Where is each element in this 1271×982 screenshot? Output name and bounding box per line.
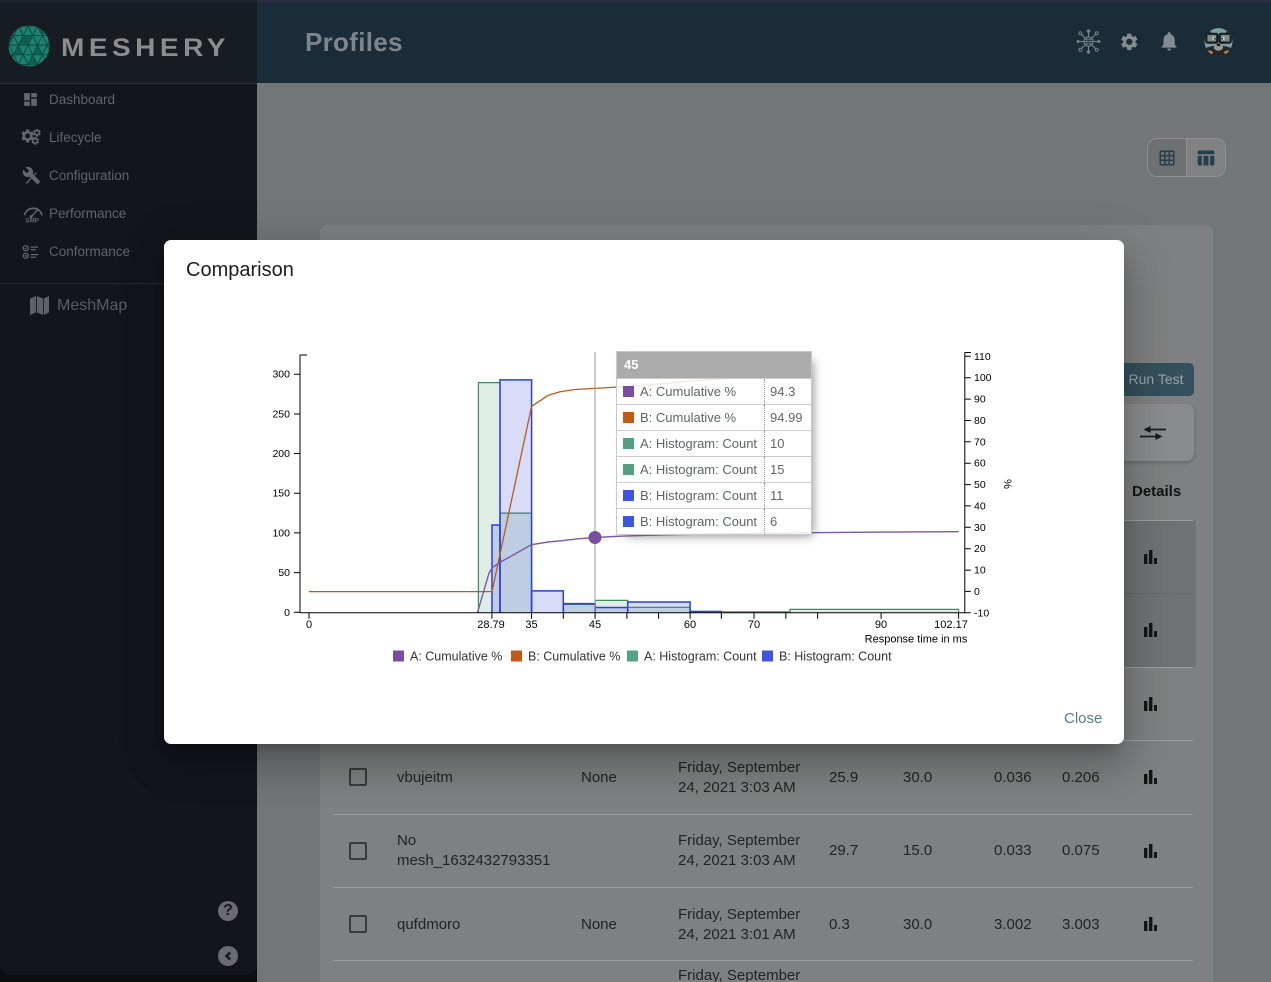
svg-text:300: 300 bbox=[272, 369, 290, 381]
svg-text:200: 200 bbox=[272, 448, 290, 460]
svg-text:60: 60 bbox=[974, 458, 986, 470]
svg-text:70: 70 bbox=[974, 436, 986, 448]
svg-text:90: 90 bbox=[875, 619, 887, 631]
svg-text:B: Histogram: Count: B: Histogram: Count bbox=[779, 650, 892, 664]
svg-text:%: % bbox=[1001, 479, 1013, 489]
svg-text:80: 80 bbox=[974, 415, 986, 427]
svg-text:250: 250 bbox=[272, 409, 290, 421]
svg-text:28.79: 28.79 bbox=[477, 619, 505, 631]
svg-text:A: Histogram: Count: A: Histogram: Count bbox=[644, 650, 757, 664]
svg-text:SMP: SMP bbox=[25, 218, 39, 223]
svg-text:35: 35 bbox=[525, 619, 537, 631]
svg-text:A: Cumulative %: A: Cumulative % bbox=[410, 650, 502, 664]
svg-text:60: 60 bbox=[684, 619, 696, 631]
svg-text:0: 0 bbox=[974, 586, 980, 598]
svg-text:30: 30 bbox=[974, 522, 986, 534]
svg-text:102.17: 102.17 bbox=[934, 619, 968, 631]
svg-text:100: 100 bbox=[974, 372, 992, 384]
svg-text:50: 50 bbox=[278, 567, 290, 579]
svg-text:B: Cumulative %: B: Cumulative % bbox=[528, 650, 620, 664]
svg-text:0: 0 bbox=[306, 619, 312, 631]
svg-text:70: 70 bbox=[748, 619, 760, 631]
svg-text:110: 110 bbox=[974, 351, 991, 363]
svg-text:10: 10 bbox=[974, 565, 986, 577]
svg-text:50: 50 bbox=[974, 479, 986, 491]
svg-text:0: 0 bbox=[284, 607, 290, 619]
svg-text:Response time in ms: Response time in ms bbox=[865, 634, 968, 646]
svg-text:100: 100 bbox=[272, 527, 290, 539]
svg-text:150: 150 bbox=[272, 488, 290, 500]
svg-text:20: 20 bbox=[974, 543, 986, 555]
svg-text:40: 40 bbox=[974, 500, 986, 512]
svg-text:45: 45 bbox=[589, 619, 601, 631]
svg-text:90: 90 bbox=[974, 394, 986, 406]
svg-text:-10: -10 bbox=[974, 607, 989, 619]
